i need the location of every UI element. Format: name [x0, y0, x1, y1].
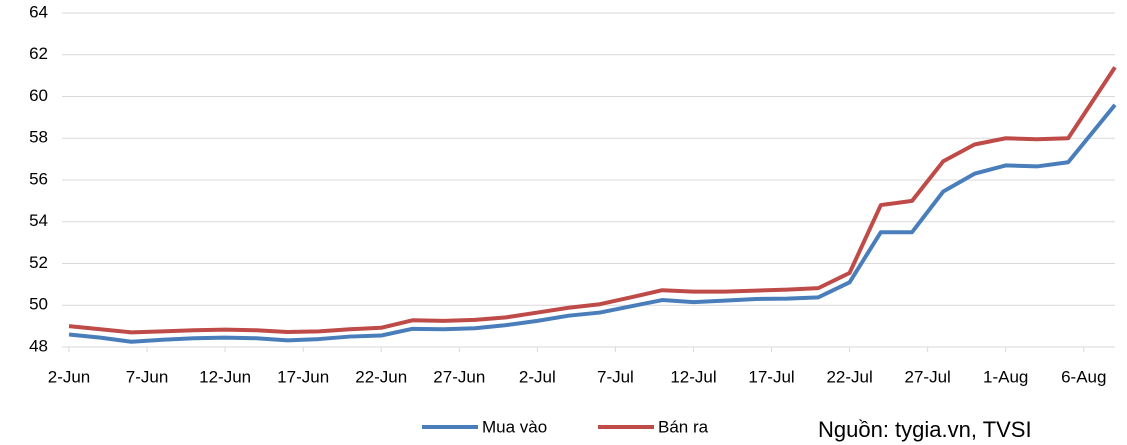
- series-line: [68, 66, 1117, 335]
- y-tick-label: 62: [29, 44, 48, 63]
- x-tick-label: 27-Jul: [905, 367, 951, 386]
- x-tick-label: 2-Jul: [519, 367, 556, 386]
- x-tick-label: 12-Jun: [199, 367, 251, 386]
- x-tick-label: 7-Jun: [126, 367, 169, 386]
- source-note: Nguồn: tygia.vn, TVSI: [818, 417, 1032, 442]
- y-tick-label: 50: [29, 295, 48, 314]
- x-tick-label: 17-Jun: [277, 367, 329, 386]
- x-tick-label: 12-Jul: [670, 367, 716, 386]
- legend-label: Bán ra: [658, 417, 709, 436]
- x-tick-label: 22-Jun: [355, 367, 407, 386]
- x-tick-label: 2-Jun: [48, 367, 91, 386]
- y-tick-label: 58: [29, 128, 48, 147]
- x-tick-label: 27-Jun: [433, 367, 485, 386]
- series-line: [68, 103, 1117, 344]
- y-tick-label: 56: [29, 169, 48, 188]
- x-tick-label: 22-Jul: [826, 367, 872, 386]
- y-tick-label: 60: [29, 86, 48, 105]
- x-tick-label: 1-Aug: [983, 367, 1028, 386]
- y-tick-label: 48: [29, 336, 48, 355]
- y-tick-label: 54: [29, 211, 48, 230]
- legend-label: Mua vào: [482, 417, 547, 436]
- x-tick-label: 6-Aug: [1061, 367, 1106, 386]
- y-tick-label: 52: [29, 253, 48, 272]
- x-tick-label: 7-Jul: [597, 367, 634, 386]
- x-tick-label: 17-Jul: [748, 367, 794, 386]
- y-tick-label: 64: [29, 2, 48, 21]
